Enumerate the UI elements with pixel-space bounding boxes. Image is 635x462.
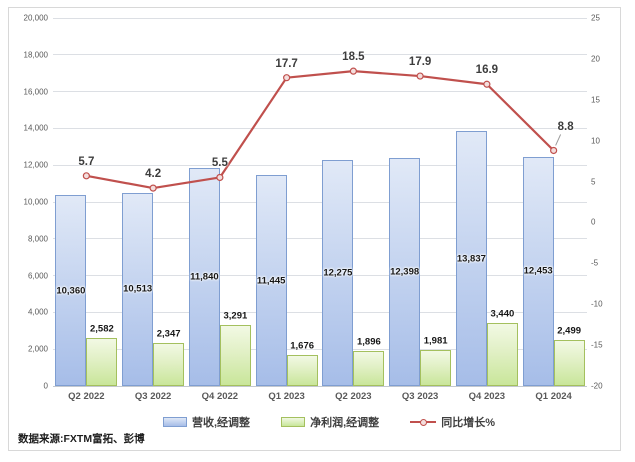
y-axis-right-tick-label: 0 bbox=[591, 217, 596, 227]
y-axis-left-tick-label: 0 bbox=[43, 381, 48, 391]
legend-label-revenue: 营收,经调整 bbox=[192, 417, 251, 429]
y-axis-left-tick-label: 4,000 bbox=[27, 307, 48, 317]
bar-label-revenue: 12,453 bbox=[523, 265, 553, 277]
bar-label-net-profit: 2,347 bbox=[156, 328, 181, 340]
bar-revenue bbox=[122, 192, 154, 386]
bar-label-net-profit: 3,291 bbox=[223, 310, 248, 322]
line-label-yoy: 17.7 bbox=[275, 57, 298, 70]
bar-net-profit bbox=[219, 325, 251, 386]
bar-label-revenue: 12,398 bbox=[390, 266, 420, 278]
bar-net-profit bbox=[553, 340, 585, 386]
y-axis-right-tick-label: 15 bbox=[591, 95, 600, 105]
bar-net-profit bbox=[420, 349, 452, 386]
y-axis-left-tick-label: 18,000 bbox=[23, 50, 48, 60]
line-label-yoy: 8.8 bbox=[557, 121, 574, 134]
bar-label-revenue: 11,445 bbox=[256, 275, 286, 287]
gridline bbox=[53, 385, 587, 387]
revenue-swatch-icon bbox=[163, 417, 187, 427]
x-axis-tick-label: Q3 2022 bbox=[134, 391, 172, 402]
bar-label-revenue: 10,360 bbox=[56, 285, 86, 297]
y-axis-left-tick-label: 2,000 bbox=[27, 344, 48, 354]
gridline bbox=[53, 311, 587, 313]
chart-legend: 营收,经调整 净利润,经调整 同比增长% bbox=[163, 413, 495, 431]
line-marker-icon bbox=[283, 74, 291, 82]
y-axis-left-tick-label: 20,000 bbox=[23, 13, 48, 23]
legend-item-revenue: 营收,经调整 bbox=[163, 414, 250, 430]
y-axis-right-tick-label: 10 bbox=[591, 136, 600, 146]
line-label-yoy: 4.2 bbox=[145, 168, 162, 181]
gridline bbox=[53, 164, 587, 166]
source-note: 数据来源:FXTM富拓、彭博 bbox=[18, 433, 145, 445]
line-marker-icon bbox=[416, 72, 424, 80]
gridline bbox=[53, 54, 587, 56]
bar-label-net-profit: 3,440 bbox=[490, 308, 515, 320]
bar-net-profit bbox=[286, 355, 318, 386]
line-label-yoy: 17.9 bbox=[408, 56, 432, 69]
y-axis-right-tick-label: -10 bbox=[591, 299, 603, 309]
bar-label-revenue: 11,840 bbox=[190, 271, 219, 283]
bar-label-revenue: 10,513 bbox=[123, 283, 153, 295]
line-marker-icon bbox=[483, 80, 491, 88]
bar-revenue bbox=[255, 175, 287, 386]
gridline bbox=[53, 201, 587, 203]
y-axis-right-tick-label: -20 bbox=[591, 381, 603, 391]
bar-label-net-profit: 2,582 bbox=[89, 323, 114, 335]
net-profit-swatch-icon bbox=[281, 417, 306, 427]
legend-label-net-profit: 净利润,经调整 bbox=[310, 417, 380, 429]
gridline bbox=[53, 238, 587, 240]
gridline bbox=[53, 348, 587, 350]
x-axis-tick-label: Q1 2024 bbox=[535, 391, 572, 402]
bar-label-revenue: 12,275 bbox=[323, 267, 353, 279]
x-axis-tick-label: Q2 2023 bbox=[335, 391, 372, 402]
y-axis-right-tick-label: 20 bbox=[591, 54, 600, 64]
x-axis-tick-label: Q4 2022 bbox=[201, 391, 239, 402]
yoy-line-swatch-icon bbox=[410, 417, 437, 427]
bar-revenue bbox=[389, 157, 421, 386]
bar-net-profit bbox=[86, 338, 118, 386]
gridline bbox=[53, 91, 587, 93]
line-marker-icon bbox=[349, 67, 357, 75]
y-axis-left-tick-label: 10,000 bbox=[23, 197, 48, 207]
line-label-yoy: 16.9 bbox=[475, 64, 499, 77]
bar-net-profit bbox=[353, 351, 385, 386]
line-marker-icon bbox=[149, 184, 157, 192]
line-label-yoy: 5.5 bbox=[211, 157, 228, 170]
gridline bbox=[53, 275, 587, 277]
bar-label-net-profit: 2,499 bbox=[557, 325, 582, 337]
line-label-yoy: 5.7 bbox=[78, 155, 95, 168]
bar-label-net-profit: 1,896 bbox=[356, 336, 381, 348]
y-axis-left-tick-label: 16,000 bbox=[23, 87, 48, 97]
bar-revenue bbox=[55, 195, 87, 386]
legend-label-yoy-growth: 同比增长% bbox=[441, 417, 495, 429]
line-label-yoy: 18.5 bbox=[342, 51, 365, 64]
bar-label-revenue: 13,837 bbox=[456, 253, 486, 265]
line-marker-icon bbox=[550, 146, 558, 155]
y-axis-right-tick-label: 25 bbox=[591, 13, 600, 23]
bar-revenue bbox=[522, 156, 554, 386]
bar-label-net-profit: 1,676 bbox=[290, 340, 315, 352]
y-axis-left-tick-label: 14,000 bbox=[23, 123, 48, 133]
x-axis-tick-label: Q2 2022 bbox=[68, 391, 105, 402]
bar-net-profit bbox=[486, 322, 518, 386]
legend-item-yoy-growth: 同比增长% bbox=[410, 414, 495, 430]
gridline bbox=[53, 127, 587, 129]
line-marker-icon bbox=[82, 172, 90, 180]
bar-revenue bbox=[188, 168, 220, 386]
legend-item-net-profit: 净利润,经调整 bbox=[281, 414, 379, 430]
y-axis-right-tick-label: 5 bbox=[591, 177, 596, 187]
y-axis-right-tick-label: -15 bbox=[591, 340, 603, 350]
bar-label-net-profit: 1,981 bbox=[423, 335, 448, 347]
gridline bbox=[53, 17, 587, 19]
y-axis-left-tick-label: 8,000 bbox=[27, 234, 48, 244]
y-axis-left-tick-label: 6,000 bbox=[27, 271, 48, 281]
y-axis-right-tick-label: -5 bbox=[591, 258, 599, 268]
x-axis-tick-label: Q1 2023 bbox=[268, 391, 305, 402]
y-axis-left-tick-label: 12,000 bbox=[23, 160, 48, 170]
x-axis-tick-label: Q3 2023 bbox=[401, 391, 439, 402]
bar-net-profit bbox=[153, 342, 185, 386]
bar-revenue bbox=[322, 160, 354, 386]
x-axis-tick-label: Q4 2023 bbox=[468, 391, 506, 402]
